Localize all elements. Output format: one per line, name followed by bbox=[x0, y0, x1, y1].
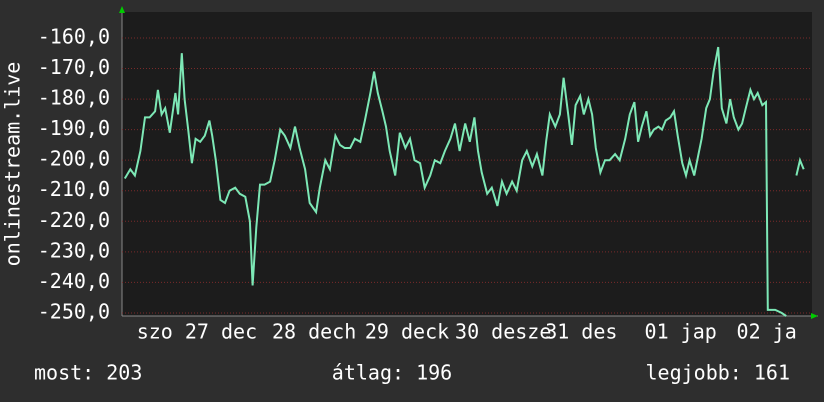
y-tick-label: -190,0 bbox=[38, 116, 110, 140]
y-tick-label: -200,0 bbox=[38, 147, 110, 171]
stat-current: most: 203 bbox=[34, 361, 142, 385]
axis-arrow bbox=[811, 313, 818, 319]
y-tick-label: -170,0 bbox=[38, 55, 110, 79]
stat-average: átlag: 196 bbox=[332, 361, 452, 385]
y-tick-label: -250,0 bbox=[38, 299, 110, 323]
x-tick-label: szo 27 dec bbox=[137, 320, 257, 344]
y-tick-label: -210,0 bbox=[38, 177, 110, 201]
x-tick-label: 29 deck bbox=[365, 320, 449, 344]
x-tick-label: 30 desze bbox=[455, 320, 551, 344]
x-tick-label: 02 ja bbox=[737, 320, 797, 344]
axis-arrow bbox=[119, 6, 125, 13]
x-tick-label: 31 des bbox=[545, 320, 617, 344]
plot-area bbox=[122, 12, 812, 316]
y-tick-label: -240,0 bbox=[38, 269, 110, 293]
x-tick-label: 01 jap bbox=[645, 320, 717, 344]
data-line bbox=[123, 46, 805, 317]
y-axis-label: onlinestream.live bbox=[1, 62, 25, 267]
y-tick-label: -160,0 bbox=[38, 24, 110, 48]
y-tick-label: -180,0 bbox=[38, 86, 110, 110]
y-tick-label: -230,0 bbox=[38, 238, 110, 262]
x-tick-label: 28 dech bbox=[272, 320, 356, 344]
stat-best: legjobb: 161 bbox=[646, 361, 791, 385]
y-tick-label: -220,0 bbox=[38, 208, 110, 232]
